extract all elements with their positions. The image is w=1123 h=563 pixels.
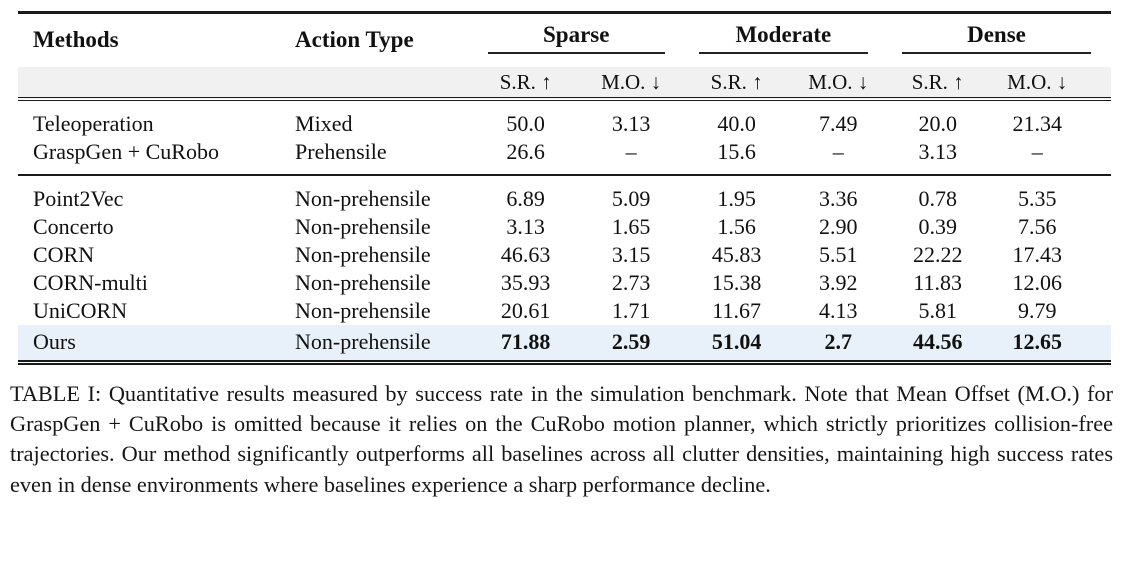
method-cell: GraspGen + CuRobo: [18, 137, 278, 176]
group-header-dense-label: Dense: [901, 22, 1091, 54]
value-cell: 21.34: [1012, 110, 1062, 136]
value-cell: 2.73: [611, 269, 651, 295]
metric-subheader-row: S.R. ↑ M.O. ↓ S.R. ↑ M.O. ↓ S.R. ↑ M.O. …: [18, 66, 1111, 101]
value-cell: 11.83: [913, 269, 963, 295]
value-cell: 3.92: [819, 269, 858, 295]
value-cell: 3.36: [819, 185, 858, 211]
value-cell: 9.79: [1017, 297, 1057, 323]
value-cell: 22.22: [912, 241, 963, 267]
value-cell: 3.15: [611, 241, 651, 267]
value-cell: 2.90: [819, 213, 858, 239]
value-cell: 20.61: [500, 297, 551, 323]
table-row: CORN Non-prehensile 46.63 3.15 45.83 5.5…: [18, 241, 1111, 269]
metric-header-sr: S.R. ↑: [473, 66, 578, 101]
value-cell: 20.0: [918, 110, 957, 136]
action-type-cell: Prehensile: [277, 137, 474, 176]
group-header-sparse: Sparse: [474, 13, 685, 67]
action-type-cell: Non-prehensile: [295, 269, 431, 295]
value-cell: 35.93: [500, 269, 551, 295]
value-cell: 3.13: [506, 213, 545, 239]
method-cell: CORN: [33, 241, 95, 267]
value-cell: 15.38: [711, 269, 762, 295]
method-cell: Ours: [18, 324, 278, 362]
value-cell: 17.43: [1012, 241, 1062, 267]
metric-header-mo: M.O. ↓: [577, 66, 685, 101]
value-cell: 2.59: [577, 324, 685, 362]
value-cell: 5.81: [918, 297, 957, 323]
action-type-cell: Non-prehensile: [295, 241, 431, 267]
metric-header-sr: S.R. ↑: [684, 66, 789, 101]
value-cell: 12.65: [987, 324, 1111, 362]
metric-header-mo: M.O. ↓: [788, 66, 888, 101]
results-table: Methods Action Type Sparse Moderate Dens…: [18, 11, 1111, 365]
table-row-ours-highlighted: Ours Non-prehensile 71.88 2.59 51.04 2.7…: [18, 324, 1111, 362]
table-header-row: Methods Action Type Sparse Moderate Dens…: [18, 13, 1111, 67]
table-caption: TABLE I: Quantitative results measured b…: [10, 380, 1113, 497]
table-row: Concerto Non-prehensile 3.13 1.65 1.56 2…: [18, 213, 1111, 241]
method-cell: Point2Vec: [33, 185, 124, 211]
method-cell: UniCORN: [33, 297, 128, 323]
value-cell: 7.49: [819, 110, 858, 136]
action-type-cell: Mixed: [295, 110, 353, 136]
table-row: Point2Vec Non-prehensile 6.89 5.09 1.95 …: [18, 175, 1111, 213]
value-cell: 5.09: [611, 185, 651, 211]
value-cell: 12.06: [1012, 269, 1062, 295]
value-cell: 71.88: [473, 324, 578, 362]
action-type-cell: Non-prehensile: [295, 213, 431, 239]
value-cell: 44.56: [887, 324, 988, 362]
value-cell: 26.6: [473, 137, 578, 176]
value-cell: 1.71: [611, 297, 651, 323]
group-header-moderate-label: Moderate: [698, 22, 868, 54]
value-cell: 0.78: [918, 185, 957, 211]
value-cell: 1.56: [717, 213, 756, 239]
value-cell: 51.04: [684, 324, 789, 362]
value-cell: 3.13: [887, 137, 988, 176]
value-cell: 5.51: [819, 241, 858, 267]
group-header-dense: Dense: [888, 13, 1111, 67]
subheader-spacer: [277, 66, 474, 101]
method-cell: Concerto: [33, 213, 114, 239]
value-cell: 1.95: [717, 185, 756, 211]
value-cell: 5.35: [1017, 185, 1057, 211]
action-type-cell: Non-prehensile: [295, 185, 431, 211]
method-cell: Teleoperation: [33, 110, 154, 136]
metric-header-sr: S.R. ↑: [887, 66, 988, 101]
group-header-sparse-label: Sparse: [487, 22, 665, 54]
column-header-action-type: Action Type: [295, 27, 414, 53]
action-type-cell: Non-prehensile: [277, 324, 474, 362]
method-cell: CORN-multi: [33, 269, 148, 295]
table-row: Teleoperation Mixed 50.0 3.13 40.0 7.49 …: [18, 99, 1111, 138]
metric-header-mo: M.O. ↓: [987, 66, 1111, 101]
value-cell: 2.7: [788, 324, 888, 362]
value-cell: 45.83: [711, 241, 762, 267]
value-cell: –: [577, 137, 685, 176]
value-cell: –: [987, 137, 1111, 176]
value-cell: 40.0: [717, 110, 756, 136]
value-cell: –: [788, 137, 888, 176]
subheader-spacer: [18, 66, 278, 101]
value-cell: 4.13: [819, 297, 858, 323]
column-header-methods: Methods: [33, 27, 119, 53]
table-row: CORN-multi Non-prehensile 35.93 2.73 15.…: [18, 269, 1111, 297]
action-type-cell: Non-prehensile: [295, 297, 431, 323]
value-cell: 3.13: [611, 110, 651, 136]
value-cell: 50.0: [506, 110, 545, 136]
table-row: UniCORN Non-prehensile 20.61 1.71 11.67 …: [18, 297, 1111, 325]
value-cell: 1.65: [611, 213, 651, 239]
value-cell: 15.6: [684, 137, 789, 176]
value-cell: 11.67: [712, 297, 761, 323]
group-header-moderate: Moderate: [685, 13, 888, 67]
value-cell: 0.39: [918, 213, 957, 239]
table-row: GraspGen + CuRobo Prehensile 26.6 – 15.6…: [18, 137, 1111, 176]
value-cell: 6.89: [506, 185, 545, 211]
value-cell: 7.56: [1017, 213, 1057, 239]
value-cell: 46.63: [500, 241, 551, 267]
